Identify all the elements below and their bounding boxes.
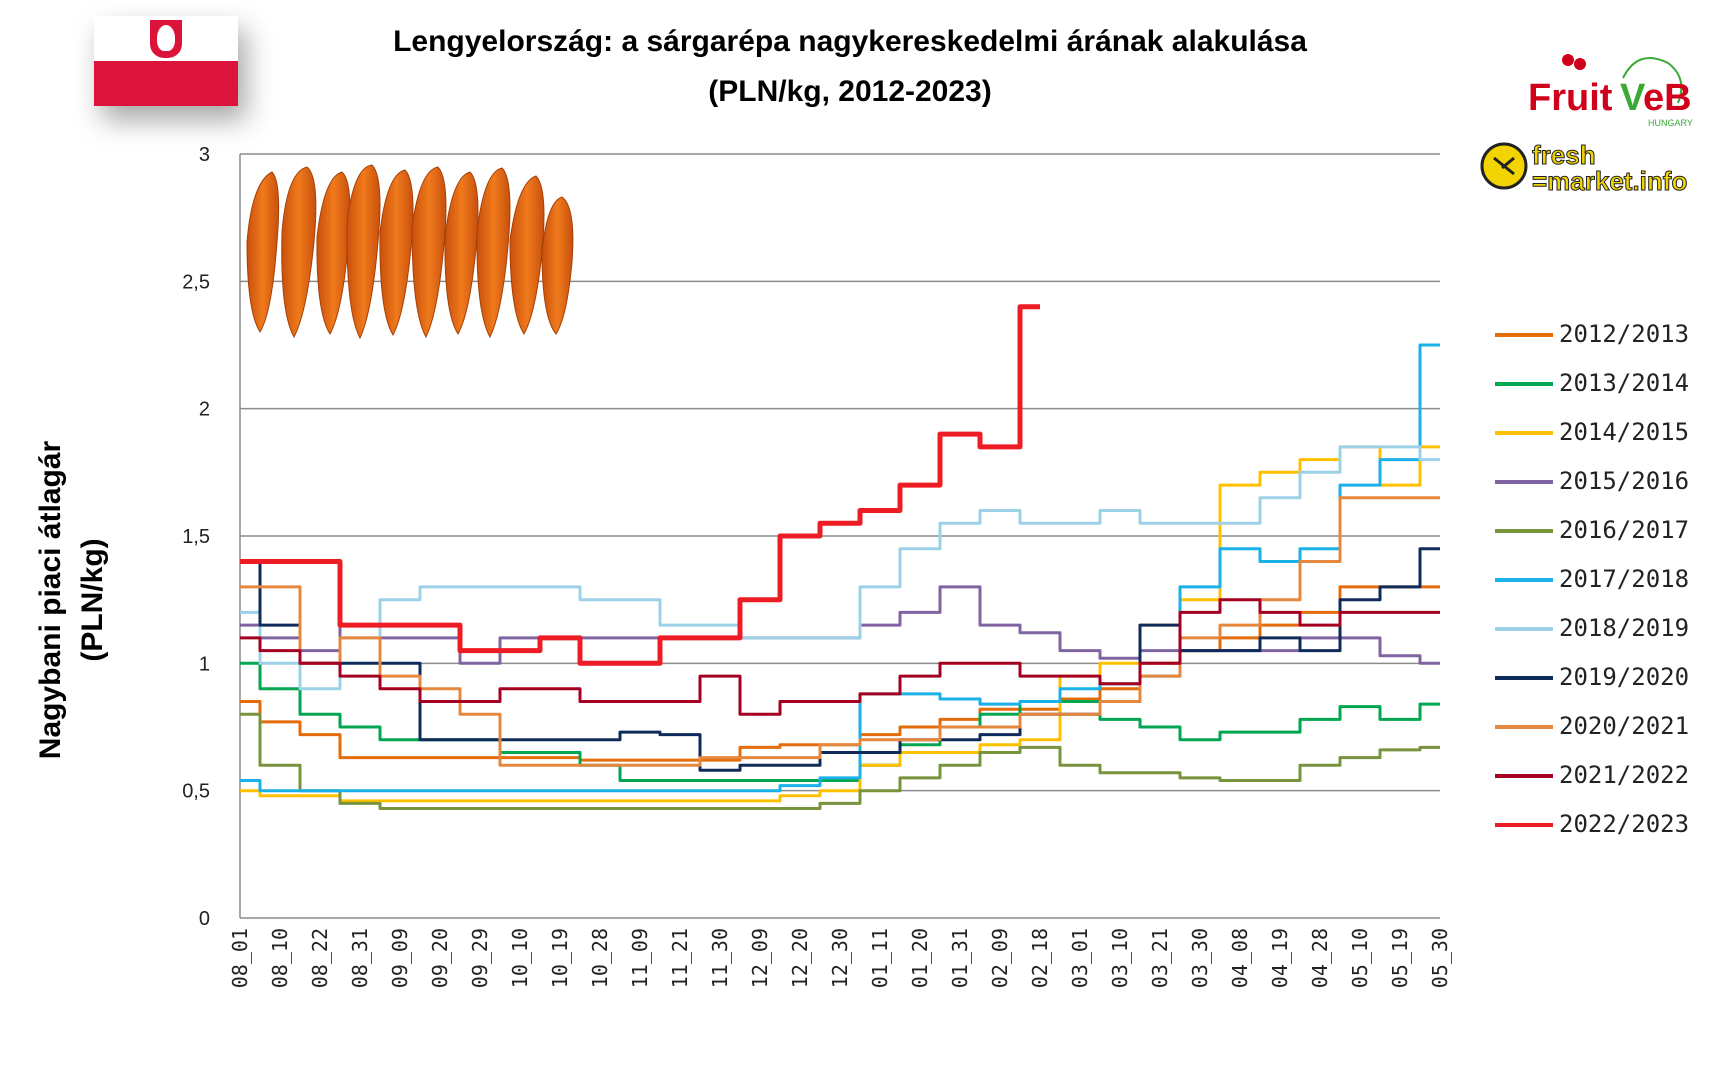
legend-swatch — [1495, 774, 1553, 778]
series-line-2022-2023 — [240, 304, 1040, 666]
series-line-2021-2022 — [240, 598, 1440, 716]
y-axis-label-line1: Nagybani piaci átlagár — [34, 440, 67, 759]
legend-label: 2019/2020 — [1559, 663, 1690, 691]
legend-label: 2013/2014 — [1559, 369, 1690, 397]
x-axis-ticks: 08_01 08_10 08_22 08_31 09_09 09_20 09_29 10_10… — [228, 928, 1452, 988]
legend-swatch — [1495, 333, 1553, 337]
y-tick-label: 0 — [199, 908, 210, 930]
legend-item: 2016/2017 — [1495, 516, 1705, 544]
poland-flag-icon — [94, 16, 238, 106]
series-line-2018-2019 — [240, 445, 1440, 691]
legend-label: 2020/2021 — [1559, 712, 1690, 740]
x-tick-label: 11_21 — [668, 928, 692, 988]
series-line-2019-2020 — [240, 547, 1440, 772]
legend-label: 2017/2018 — [1559, 565, 1690, 593]
x-tick-label: 08_31 — [348, 928, 372, 988]
legend-item: 2019/2020 — [1495, 663, 1705, 691]
x-tick-label: 04_08 — [1228, 928, 1252, 988]
x-tick-label: 10_10 — [508, 928, 532, 988]
series-line-2016-2017 — [240, 712, 1440, 810]
x-tick-label: 05_30 — [1428, 928, 1452, 988]
freshmarket-logo: fresh =market.info — [1480, 138, 1700, 197]
x-tick-label: 01_31 — [948, 928, 972, 988]
legend-swatch — [1495, 529, 1553, 533]
legend-swatch — [1495, 725, 1553, 729]
y-axis-ticks: 0 0,5 1 1,5 2 2,5 3 — [182, 144, 210, 930]
chart-series — [240, 304, 1440, 810]
x-tick-label: 09_09 — [388, 928, 412, 988]
legend-swatch — [1495, 431, 1553, 435]
x-tick-label: 09_20 — [428, 928, 452, 988]
legend-label: 2016/2017 — [1559, 516, 1690, 544]
x-tick-label: 12_20 — [788, 928, 812, 988]
y-tick-label: 2,5 — [182, 271, 210, 293]
legend-item: 2017/2018 — [1495, 565, 1705, 593]
x-tick-label: 08_01 — [228, 928, 252, 988]
y-axis-label: Nagybani piaci átlagár (PLN/kg) — [30, 400, 130, 800]
x-tick-label: 10_28 — [588, 928, 612, 988]
x-tick-label: 11_09 — [628, 928, 652, 988]
legend-swatch — [1495, 823, 1553, 827]
y-tick-label: 3 — [199, 144, 210, 166]
x-tick-label: 02_18 — [1028, 928, 1052, 988]
svg-text:fresh: fresh — [1532, 140, 1596, 170]
legend-swatch — [1495, 382, 1553, 386]
x-tick-label: 05_19 — [1388, 928, 1412, 988]
y-tick-label: 1,5 — [182, 526, 210, 548]
x-tick-label: 12_30 — [828, 928, 852, 988]
legend-item: 2012/2013 — [1495, 320, 1705, 348]
series-line-2017-2018 — [240, 343, 1440, 793]
x-tick-label: 08_22 — [308, 928, 332, 988]
svg-text:eB: eB — [1643, 77, 1692, 119]
x-tick-label: 03_30 — [1188, 928, 1212, 988]
legend-label: 2012/2013 — [1559, 320, 1690, 348]
legend-item: 2022/2023 — [1495, 810, 1705, 838]
chart-title-line1: Lengyelország: a sárgarépa nagykereskede… — [393, 25, 1307, 58]
legend-label: 2015/2016 — [1559, 467, 1690, 495]
y-tick-label: 0,5 — [182, 781, 210, 803]
x-tick-label: 04_19 — [1268, 928, 1292, 988]
svg-text:=market.info: =market.info — [1532, 166, 1687, 194]
x-tick-label: 03_01 — [1068, 928, 1092, 988]
x-tick-label: 03_10 — [1108, 928, 1132, 988]
legend-swatch — [1495, 676, 1553, 680]
x-tick-label: 10_19 — [548, 928, 572, 988]
legend-label: 2022/2023 — [1559, 810, 1690, 838]
x-tick-label: 05_10 — [1348, 928, 1372, 988]
series-line-2012-2013 — [240, 585, 1440, 762]
legend-item: 2014/2015 — [1495, 418, 1705, 446]
legend-item: 2021/2022 — [1495, 761, 1705, 789]
x-tick-label: 03_21 — [1148, 928, 1172, 988]
svg-text:Fruit: Fruit — [1528, 77, 1613, 119]
legend-item: 2020/2021 — [1495, 712, 1705, 740]
legend-item: 2015/2016 — [1495, 467, 1705, 495]
x-tick-label: 04_28 — [1308, 928, 1332, 988]
legend-item: 2013/2014 — [1495, 369, 1705, 397]
legend-label: 2021/2022 — [1559, 761, 1690, 789]
x-tick-label: 11_30 — [708, 928, 732, 988]
y-axis-label-line2: (PLN/kg) — [76, 538, 109, 661]
x-tick-label: 01_11 — [868, 928, 892, 988]
legend-swatch — [1495, 627, 1553, 631]
x-tick-label: 01_20 — [908, 928, 932, 988]
x-tick-label: 08_10 — [268, 928, 292, 988]
legend-swatch — [1495, 578, 1553, 582]
legend-swatch — [1495, 480, 1553, 484]
fruitveb-logo: Fruit V eB HUNGARY — [1528, 48, 1698, 138]
svg-text:HUNGARY: HUNGARY — [1648, 118, 1693, 128]
y-tick-label: 2 — [199, 399, 210, 421]
x-tick-label: 02_09 — [988, 928, 1012, 988]
svg-text:V: V — [1620, 77, 1646, 119]
chart-title-line2: (PLN/kg, 2012-2023) — [708, 75, 992, 108]
x-tick-label: 12_09 — [748, 928, 772, 988]
y-tick-label: 1 — [199, 653, 210, 675]
legend-label: 2014/2015 — [1559, 418, 1690, 446]
legend-item: 2018/2019 — [1495, 614, 1705, 642]
legend-label: 2018/2019 — [1559, 614, 1690, 642]
x-tick-label: 09_29 — [468, 928, 492, 988]
carrots-image — [242, 162, 582, 342]
